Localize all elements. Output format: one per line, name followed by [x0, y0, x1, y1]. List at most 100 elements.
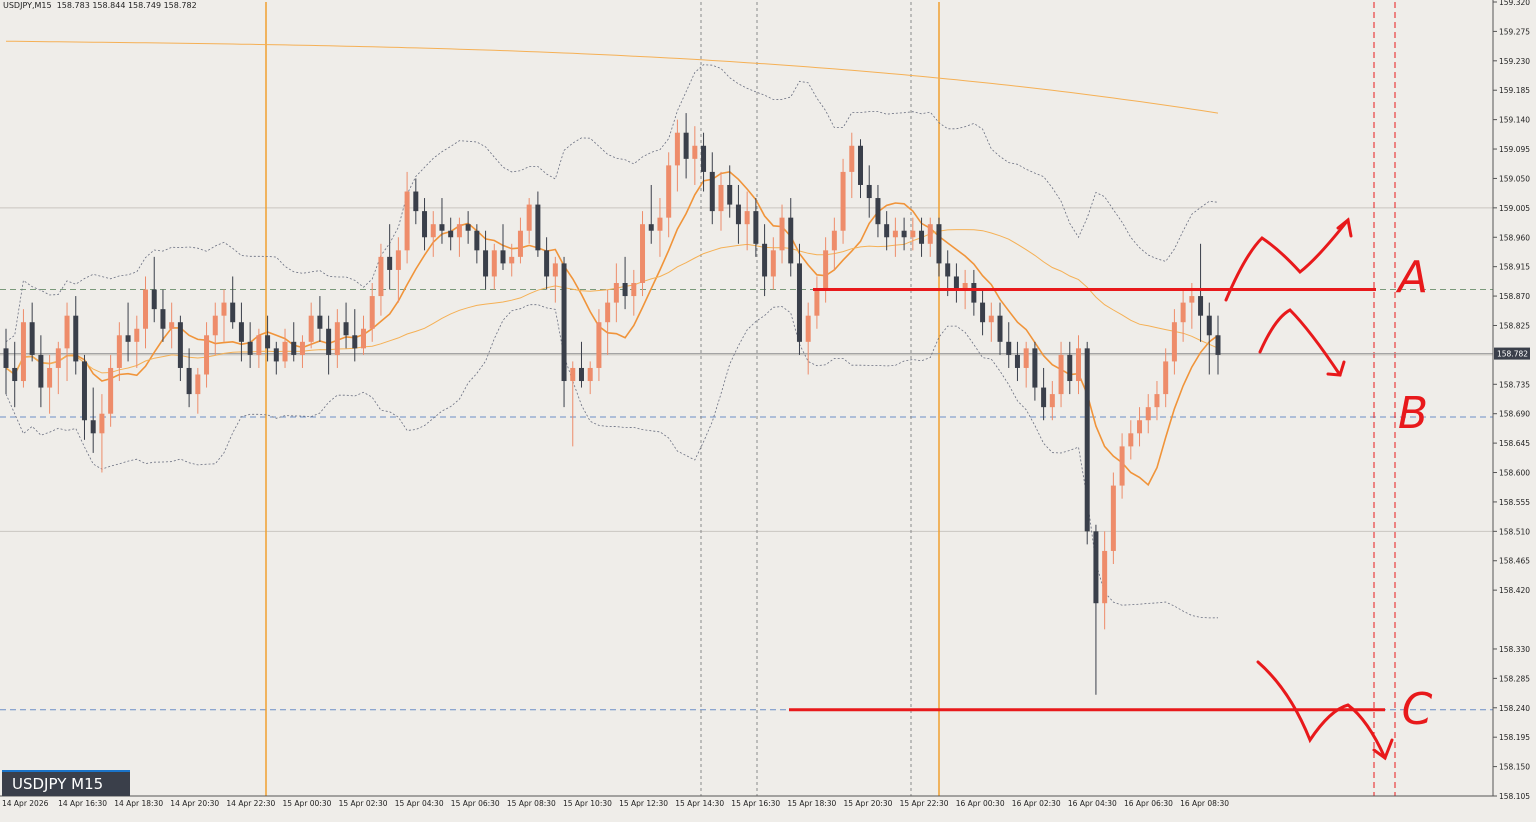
- candle-body: [648, 224, 654, 231]
- candle-body: [544, 250, 550, 277]
- time-tick-label: 16 Apr 02:30: [1012, 799, 1061, 808]
- candle-body: [657, 217, 663, 231]
- candle-body: [561, 263, 567, 382]
- candle-body: [169, 322, 175, 329]
- candle-body: [352, 335, 358, 349]
- support-resistance-levels: [789, 288, 1385, 712]
- candle-body: [64, 315, 70, 349]
- candle-body: [1067, 354, 1073, 382]
- price-tick-label: 158.825: [1499, 321, 1530, 330]
- candle-body: [143, 289, 149, 329]
- candle-body: [483, 250, 489, 277]
- level-label-b: B: [1398, 388, 1428, 439]
- candle-body: [631, 283, 637, 297]
- candle-body: [38, 354, 44, 388]
- hand-drawn-arrow: [1372, 738, 1394, 761]
- candle-body: [596, 322, 602, 368]
- candle-body: [526, 204, 532, 231]
- level-label-c: C: [1402, 684, 1433, 735]
- candle-body: [1032, 348, 1038, 388]
- time-tick-label: 16 Apr 00:30: [956, 799, 1005, 808]
- candle-body: [404, 191, 410, 251]
- candle-body: [1119, 446, 1125, 486]
- time-tick-label: 16 Apr 04:30: [1068, 799, 1117, 808]
- candle-body: [1058, 354, 1064, 395]
- candle-body: [369, 296, 375, 329]
- ohlc-header: USDJPY,M15 158.783 158.844 158.749 158.7…: [3, 1, 197, 10]
- candle-body: [1093, 531, 1099, 604]
- candle-body: [1206, 315, 1212, 336]
- candle-body: [823, 250, 829, 290]
- hand-drawn-arrow: [1256, 660, 1387, 760]
- price-tick-label: 158.420: [1499, 586, 1530, 595]
- candle-body: [770, 250, 776, 277]
- candle-body: [517, 230, 523, 257]
- candle-body: [953, 276, 959, 290]
- candle-body: [622, 283, 628, 297]
- candle-body: [177, 322, 183, 368]
- candle-body: [317, 315, 323, 329]
- time-tick-label: 14 Apr 20:30: [170, 799, 219, 808]
- candle-body: [884, 224, 890, 238]
- time-tick-label: 16 Apr 06:30: [1124, 799, 1173, 808]
- candle-body: [360, 328, 366, 349]
- candle-body: [945, 263, 951, 277]
- hand-drawn-arrow: [1326, 360, 1346, 377]
- price-tick-label: 158.690: [1499, 410, 1530, 419]
- price-tick-label: 158.285: [1499, 674, 1530, 683]
- candle-body: [125, 335, 131, 342]
- candle-body: [1014, 354, 1020, 368]
- candle-body: [1084, 348, 1090, 532]
- price-tick-label: 158.555: [1499, 498, 1530, 507]
- time-tick-label: 14 Apr 2026: [2, 799, 49, 808]
- price-tick-label: 158.465: [1499, 557, 1530, 566]
- candle-body: [265, 335, 271, 349]
- candle-body: [29, 322, 35, 355]
- candle-body: [831, 230, 837, 251]
- candle-body: [273, 348, 279, 362]
- price-tick-label: 158.645: [1499, 439, 1530, 448]
- current-price-tag: [1494, 347, 1530, 360]
- candle-body: [326, 328, 332, 355]
- price-tick-label: 158.600: [1499, 469, 1530, 478]
- ohlc-values: 158.783 158.844 158.749 158.782: [56, 1, 197, 10]
- candle-body: [762, 243, 768, 277]
- candle-body: [849, 145, 855, 172]
- candle-body: [640, 224, 646, 284]
- candle-body: [422, 211, 428, 238]
- hand-drawn-arrow: [1336, 217, 1353, 238]
- candle-body: [718, 184, 724, 212]
- candle-body: [500, 250, 506, 264]
- candle-body: [814, 289, 820, 316]
- candle-body: [456, 224, 462, 238]
- price-tick-label: 159.185: [1499, 86, 1530, 95]
- price-tick-label: 159.005: [1499, 204, 1530, 213]
- price-tick-label: 159.320: [1499, 0, 1530, 7]
- candle-body: [256, 335, 262, 355]
- price-tick-label: 158.150: [1499, 763, 1530, 772]
- candle-body: [212, 315, 218, 336]
- candle-body: [1041, 387, 1047, 408]
- level-label-a: A: [1395, 252, 1428, 303]
- candle-body: [491, 250, 497, 277]
- candle-body: [1102, 550, 1108, 604]
- price-tick-label: 159.230: [1499, 57, 1530, 66]
- candle-body: [858, 145, 864, 185]
- candle-body: [578, 367, 584, 382]
- candle-body: [1163, 361, 1169, 395]
- candle-body: [1006, 341, 1012, 355]
- candle-body: [570, 367, 576, 382]
- candle-body: [413, 191, 419, 212]
- candle-body: [73, 315, 79, 362]
- candle-body: [753, 211, 759, 244]
- candle-body: [892, 230, 898, 238]
- candle-body: [47, 367, 53, 388]
- candle-body: [465, 224, 471, 231]
- candle-body: [866, 184, 872, 199]
- candle-body: [90, 420, 96, 434]
- candle-body: [81, 361, 87, 421]
- candle-body: [605, 302, 611, 323]
- candle-body: [108, 367, 114, 414]
